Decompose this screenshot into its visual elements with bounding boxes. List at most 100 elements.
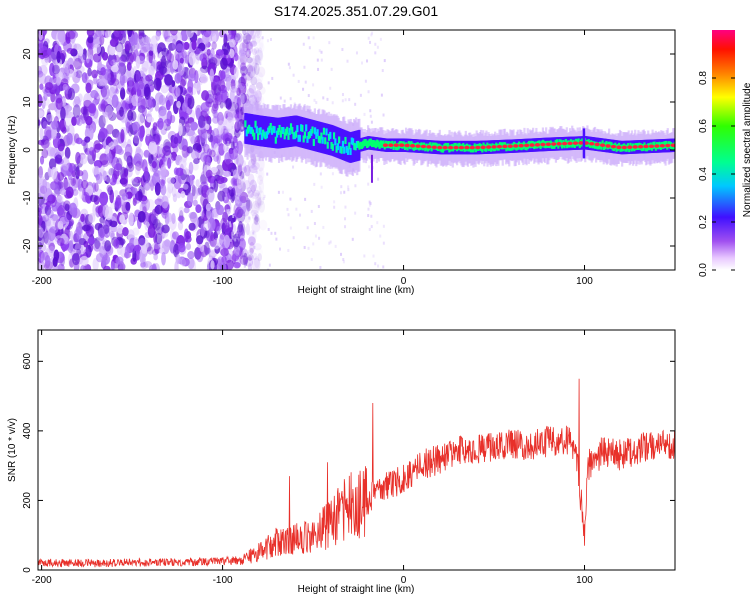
noise-blob [243,252,248,267]
noise-speck [320,50,323,54]
noise-blob [166,186,172,199]
noise-blob [200,193,209,207]
chart-title: S174.2025.351.07.29.G01 [274,3,438,19]
noise-blob [71,116,77,126]
noise-blob [240,65,248,76]
y-tick-label: 10 [22,96,33,108]
noise-blob [138,235,146,246]
noise-blob [193,158,200,165]
signal-core [291,126,294,134]
signal-core [353,142,356,150]
noise-blob [53,184,60,196]
spectrogram-x-ticks: -200 -100 0 100 [32,30,593,287]
noise-speck [344,98,347,102]
signal-core [283,132,286,140]
noise-blob [50,127,57,140]
noise-speck [331,172,334,176]
signal-core [452,144,455,152]
signal-core [301,124,304,132]
noise-blob [246,41,254,55]
signal-peak [420,144,427,149]
noise-speck [348,98,351,102]
signal-core [308,130,312,138]
noise-speck [270,231,273,235]
noise-blob [81,180,89,189]
noise-blob [76,118,83,127]
noise-blob [38,65,43,75]
signal-core [267,127,270,135]
noise-blob [256,71,264,83]
y-tick-label: 600 [22,353,33,370]
noise-speck [254,81,257,85]
noise-blob [238,200,247,215]
noise-blob [213,135,222,144]
noise-blob [141,159,148,172]
noise-blob [114,54,120,63]
noise-blob [181,138,188,152]
noise-speck [344,205,347,209]
signal-core [544,141,547,149]
noise-blob [84,147,91,155]
signal-peak [496,144,503,149]
noise-blob [92,43,102,55]
noise-speck [368,165,371,169]
noise-blob [120,129,125,143]
noise-blob [39,155,45,165]
noise-blob [173,243,180,258]
signal-core [245,129,248,137]
signal-peak [475,145,481,150]
noise-speck [292,165,295,169]
signal-core [348,142,351,150]
noise-blob [250,76,258,86]
noise-speck [382,113,385,117]
noise-blob [194,48,203,61]
noise-blob [223,33,228,47]
noise-speck [333,200,336,204]
noise-blob [99,78,108,86]
noise-blob [115,197,122,209]
noise-blob [55,97,63,110]
noise-blob [50,91,56,103]
noise-speck [279,96,282,100]
noise-blob [84,72,90,81]
signal-peak [551,142,557,146]
noise-blob [246,187,252,194]
noise-blob [183,207,190,214]
noise-blob [254,215,259,225]
noise-blob [38,165,44,179]
noise-blob [80,265,86,270]
noise-blob [140,198,149,205]
signal-core [355,141,358,149]
noise-blob [177,63,185,76]
noise-blob [153,253,158,261]
signal-core [446,143,450,151]
noise-speck [263,194,266,198]
noise-speck [367,90,370,94]
noise-blob [200,223,205,237]
noise-speck [369,109,372,113]
noise-blob [157,117,164,130]
noise-speck [288,66,291,70]
x-tick-label: -200 [32,575,52,586]
noise-speck [254,184,257,188]
noise-blob [104,240,112,252]
noise-blob [121,193,129,201]
noise-blob [212,33,217,44]
noise-speck [322,96,325,100]
noise-speck [292,236,295,240]
signal-core [293,132,296,140]
noise-speck [229,238,232,242]
noise-blob [220,57,228,70]
noise-blob [60,49,67,60]
noise-blob [162,145,172,157]
signal-peak [518,143,524,148]
noise-blob [231,253,240,262]
noise-speck [374,51,377,55]
noise-blob [39,127,44,141]
noise-blob [245,197,251,210]
noise-blob [73,96,81,106]
noise-blob [245,223,250,236]
signal-core [397,142,400,150]
noise-blob [127,52,134,63]
noise-blob [192,143,202,152]
